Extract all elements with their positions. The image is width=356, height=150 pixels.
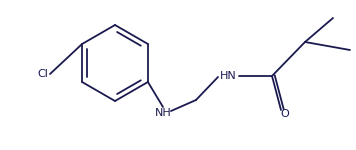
Text: Cl: Cl (37, 69, 48, 79)
Text: HN: HN (220, 71, 236, 81)
Text: NH: NH (155, 108, 171, 118)
Text: O: O (281, 109, 289, 119)
